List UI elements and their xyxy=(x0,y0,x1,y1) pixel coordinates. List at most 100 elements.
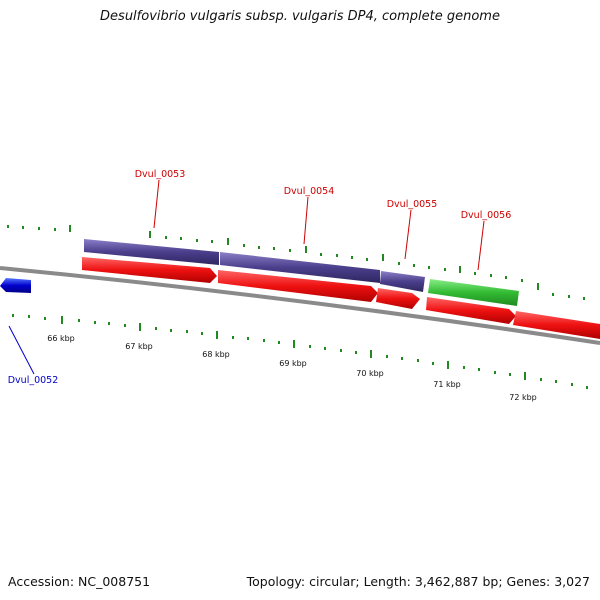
leader-dvul-0054 xyxy=(303,196,309,245)
gene-feature-dvul-0054[interactable] xyxy=(220,252,380,283)
upper-tick xyxy=(521,279,523,282)
upper-tick xyxy=(69,225,71,232)
upper-tick xyxy=(180,237,182,240)
cds-arrow-3[interactable] xyxy=(376,288,420,309)
leader-dvul-0052 xyxy=(8,325,35,375)
upper-tick xyxy=(305,246,307,253)
label-leaders xyxy=(8,179,485,375)
cds-arrow-2[interactable] xyxy=(218,270,378,302)
gene-label-dvul-0053[interactable]: Dvul_0053 xyxy=(135,169,186,180)
leader-dvul-0053 xyxy=(153,179,160,229)
ruler-tick xyxy=(263,339,265,342)
gene-feature-dvul-0052[interactable] xyxy=(0,278,31,293)
upper-tick xyxy=(505,276,507,279)
upper-tick xyxy=(336,254,338,257)
upper-tick xyxy=(474,272,476,275)
accession-text: Accession: NC_008751 xyxy=(8,574,151,589)
ruler-tick xyxy=(401,357,403,360)
upper-tick xyxy=(149,231,151,238)
ruler-label-72: 72 kbp xyxy=(509,393,537,402)
cds-arrow-5[interactable] xyxy=(513,311,600,339)
lower-tick-track xyxy=(12,314,588,389)
ruler-label-67: 67 kbp xyxy=(125,342,153,351)
ruler-tick xyxy=(524,372,526,380)
ruler-tick xyxy=(555,380,557,383)
upper-tick xyxy=(211,240,213,243)
ruler-tick xyxy=(509,373,511,376)
upper-tick xyxy=(273,247,275,250)
gene-feature-track xyxy=(84,239,519,306)
gene-feature-dvul-0056[interactable] xyxy=(428,279,519,306)
ruler-tick xyxy=(417,359,419,362)
gene-label-dvul-0056[interactable]: Dvul_0056 xyxy=(461,210,512,221)
ruler-tick xyxy=(447,361,449,369)
ruler-tick xyxy=(216,331,218,339)
ruler-tick xyxy=(108,322,110,325)
upper-tick xyxy=(583,297,585,300)
upper-tick xyxy=(366,258,368,261)
genome-backbone xyxy=(0,266,600,345)
ruler-tick xyxy=(201,332,203,335)
upper-tick xyxy=(54,228,56,231)
ruler-tick xyxy=(94,321,96,324)
ruler-tick xyxy=(170,329,172,332)
upper-tick xyxy=(552,293,554,296)
upper-tick xyxy=(289,249,291,252)
ruler-tick xyxy=(232,336,234,339)
upper-tick xyxy=(490,274,492,277)
ruler-tick xyxy=(44,317,46,320)
upper-tick xyxy=(428,266,430,269)
upper-tick xyxy=(7,225,9,228)
ruler-tick xyxy=(12,314,14,317)
upper-tick xyxy=(568,295,570,298)
ruler-tick xyxy=(124,324,126,327)
ruler-tick xyxy=(139,323,141,331)
ruler-tick xyxy=(386,355,388,358)
ruler-tick xyxy=(478,368,480,371)
upper-tick xyxy=(320,253,322,256)
genome-title: Desulfovibrio vulgaris subsp. vulgaris D… xyxy=(100,9,500,24)
ruler-tick xyxy=(494,371,496,374)
ruler-tick xyxy=(324,347,326,350)
cds-arrow-4[interactable] xyxy=(426,297,516,324)
ruler-tick xyxy=(340,349,342,352)
ruler-tick xyxy=(186,330,188,333)
ruler-tick xyxy=(78,319,80,322)
ruler-label-66: 66 kbp xyxy=(47,334,75,343)
upper-tick xyxy=(22,226,24,229)
ruler-tick xyxy=(28,315,30,318)
ruler-label-69: 69 kbp xyxy=(279,359,307,368)
upper-tick xyxy=(258,246,260,249)
ruler-labels: 66 kbp 67 kbp 68 kbp 69 kbp 70 kbp 71 kb… xyxy=(47,334,537,402)
upper-tick xyxy=(196,239,198,242)
ruler-tick xyxy=(432,362,434,365)
ruler-tick xyxy=(540,378,542,381)
gene-feature-dvul-0055[interactable] xyxy=(380,271,425,292)
gene-labels: Dvul_0052 Dvul_0053 Dvul_0054 Dvul_0055 … xyxy=(8,169,512,386)
leader-dvul-0056 xyxy=(477,220,485,271)
cds-arrow-1[interactable] xyxy=(82,257,217,283)
ruler-tick xyxy=(463,366,465,369)
ruler-tick xyxy=(61,316,63,324)
upper-tick xyxy=(165,236,167,239)
gene-label-dvul-0055[interactable]: Dvul_0055 xyxy=(387,199,438,210)
upper-tick xyxy=(243,244,245,247)
ruler-tick xyxy=(370,350,372,358)
gene-label-dvul-0054[interactable]: Dvul_0054 xyxy=(284,186,335,197)
ruler-tick xyxy=(571,383,573,386)
upper-tick xyxy=(227,238,229,245)
upper-tick xyxy=(351,256,353,259)
ruler-label-70: 70 kbp xyxy=(356,369,384,378)
ruler-tick xyxy=(155,327,157,330)
ruler-tick xyxy=(247,337,249,340)
gene-label-dvul-0052[interactable]: Dvul_0052 xyxy=(8,375,59,386)
upper-tick xyxy=(537,283,539,290)
upper-tick xyxy=(382,254,384,261)
gene-feature-dvul-0053[interactable] xyxy=(84,239,219,265)
ruler-tick xyxy=(309,345,311,348)
ruler-tick xyxy=(293,340,295,348)
upper-tick xyxy=(398,262,400,265)
leader-dvul-0055 xyxy=(404,209,412,260)
